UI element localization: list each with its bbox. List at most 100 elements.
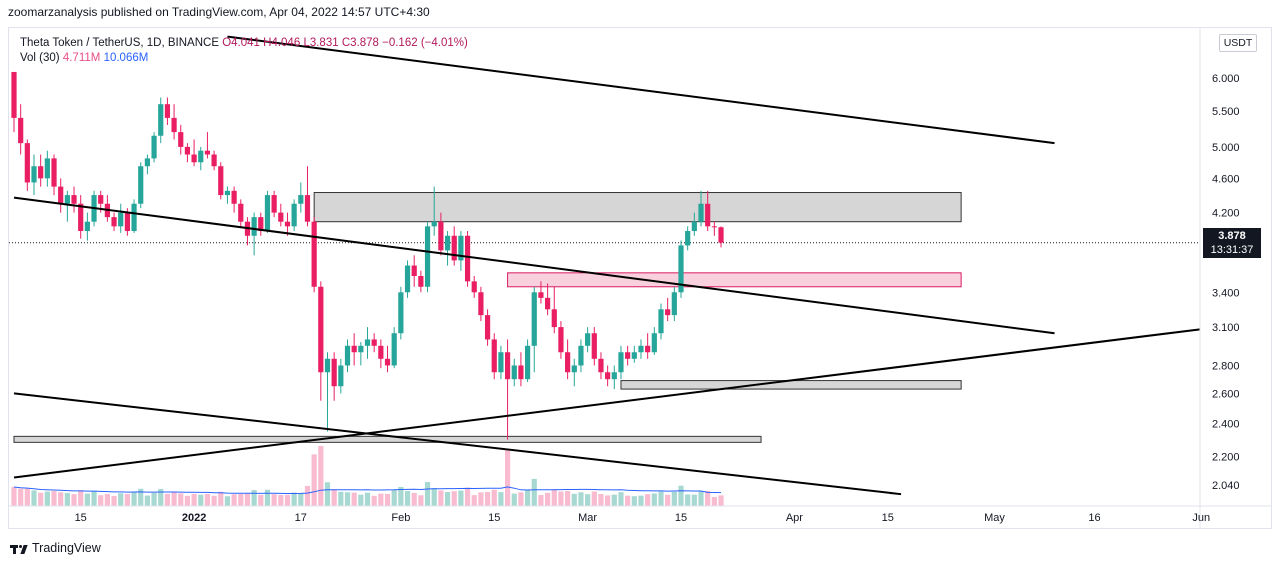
candle-body <box>558 327 564 353</box>
volume-bar <box>378 493 384 506</box>
volume-bar <box>565 490 571 506</box>
volume-ma-value: 10.066M <box>103 52 149 64</box>
volume-bar <box>498 492 504 506</box>
volume-bar <box>11 486 17 506</box>
x-tick-label: 15 <box>488 512 500 524</box>
candle-body <box>131 203 137 232</box>
volume-bar <box>138 488 144 506</box>
volume-bar <box>545 492 551 506</box>
candle-body <box>491 339 497 373</box>
y-tick-label: 2.040 <box>1212 480 1240 492</box>
volume-bar <box>705 490 711 506</box>
candle-body <box>231 190 237 204</box>
candle-body <box>665 309 671 316</box>
candle-body <box>638 345 644 353</box>
trendline <box>13 392 902 496</box>
last-price-value: 3.878 <box>1218 230 1246 242</box>
volume-bar <box>338 491 344 506</box>
candle-body <box>111 217 117 227</box>
candle-body <box>598 358 604 373</box>
volume-bar <box>605 495 611 506</box>
open-value: O4.041 <box>222 37 260 49</box>
volume-bar <box>284 494 291 506</box>
candle-body <box>364 339 371 346</box>
volume-bar <box>438 490 444 506</box>
volume-bar <box>371 495 377 506</box>
close-value: C3.878 <box>341 37 379 49</box>
volume-bar <box>685 494 691 506</box>
volume-bar <box>364 492 371 506</box>
y-tick-label: 6.000 <box>1212 73 1240 85</box>
volume-bar <box>391 489 397 506</box>
candle-body <box>404 265 411 293</box>
candle-body <box>58 186 64 204</box>
candle-body <box>224 190 231 196</box>
volume-bar <box>124 493 130 506</box>
volume-bar <box>104 494 110 506</box>
candle-body <box>291 203 297 227</box>
volume-bar <box>244 493 251 506</box>
volume-bar <box>71 494 77 506</box>
candle-body <box>391 333 397 366</box>
candle-body <box>178 132 184 147</box>
volume-bar <box>671 491 677 506</box>
candle-body <box>318 286 324 373</box>
volume-bar <box>331 489 337 506</box>
volume-bar <box>198 494 204 506</box>
volume-bar <box>658 491 664 506</box>
candle-body <box>78 203 84 232</box>
candle-body <box>238 203 244 222</box>
candle-body <box>124 212 130 232</box>
volume-bar <box>151 492 157 506</box>
publication-header: zoomarzanalysis published on TradingView… <box>8 5 430 19</box>
x-tick-label: May <box>984 512 1005 524</box>
candle-body <box>298 195 304 204</box>
volume-bar <box>531 478 537 506</box>
candle-body <box>524 345 531 380</box>
legend-row-volume: Vol (30) 4.711M 10.066M <box>20 51 468 66</box>
volume-bar <box>118 493 124 506</box>
candle-body <box>98 195 104 204</box>
candle-body <box>551 309 557 328</box>
candle-body <box>631 352 637 359</box>
candle-body <box>658 309 664 334</box>
volume-bar <box>591 491 597 506</box>
volume-layer <box>11 446 724 506</box>
volume-bar <box>251 490 257 506</box>
volume-bar <box>58 492 64 506</box>
volume-bar <box>484 491 491 506</box>
volume-bar <box>51 491 57 506</box>
candle-body <box>278 212 284 222</box>
volume-ma-line <box>13 486 722 494</box>
volume-bar <box>78 490 84 506</box>
currency-button[interactable]: USDT <box>1219 34 1257 52</box>
x-tick-label: 2022 <box>182 512 206 524</box>
candle-body <box>585 333 591 346</box>
candle-body <box>504 352 511 380</box>
volume-bar <box>291 492 297 506</box>
volume-bar <box>404 491 411 506</box>
tradingview-brand[interactable]: TradingView <box>10 541 101 555</box>
candle-body <box>51 158 57 187</box>
candle-body <box>591 333 597 359</box>
candle-body <box>611 372 617 380</box>
candle-body <box>685 231 691 246</box>
candle-body <box>464 235 471 282</box>
x-tick-label: Feb <box>391 512 410 524</box>
candle-body <box>711 226 717 228</box>
candle-body <box>171 117 177 133</box>
candle-body <box>264 195 271 232</box>
candle-body <box>258 217 264 232</box>
volume-bar <box>518 492 524 506</box>
volume-bar <box>158 488 164 506</box>
legend-row-symbol: Theta Token / TetherUS, 1D, BINANCE O4.0… <box>20 36 468 51</box>
volume-bar <box>178 493 184 506</box>
volume-bar <box>538 495 544 506</box>
volume-bar <box>585 494 591 506</box>
candle-body <box>444 235 451 251</box>
low-value: L3.831 <box>303 37 339 49</box>
candle-body <box>645 345 651 353</box>
tradingview-label: TradingView <box>32 541 101 555</box>
volume-bar <box>184 495 191 506</box>
